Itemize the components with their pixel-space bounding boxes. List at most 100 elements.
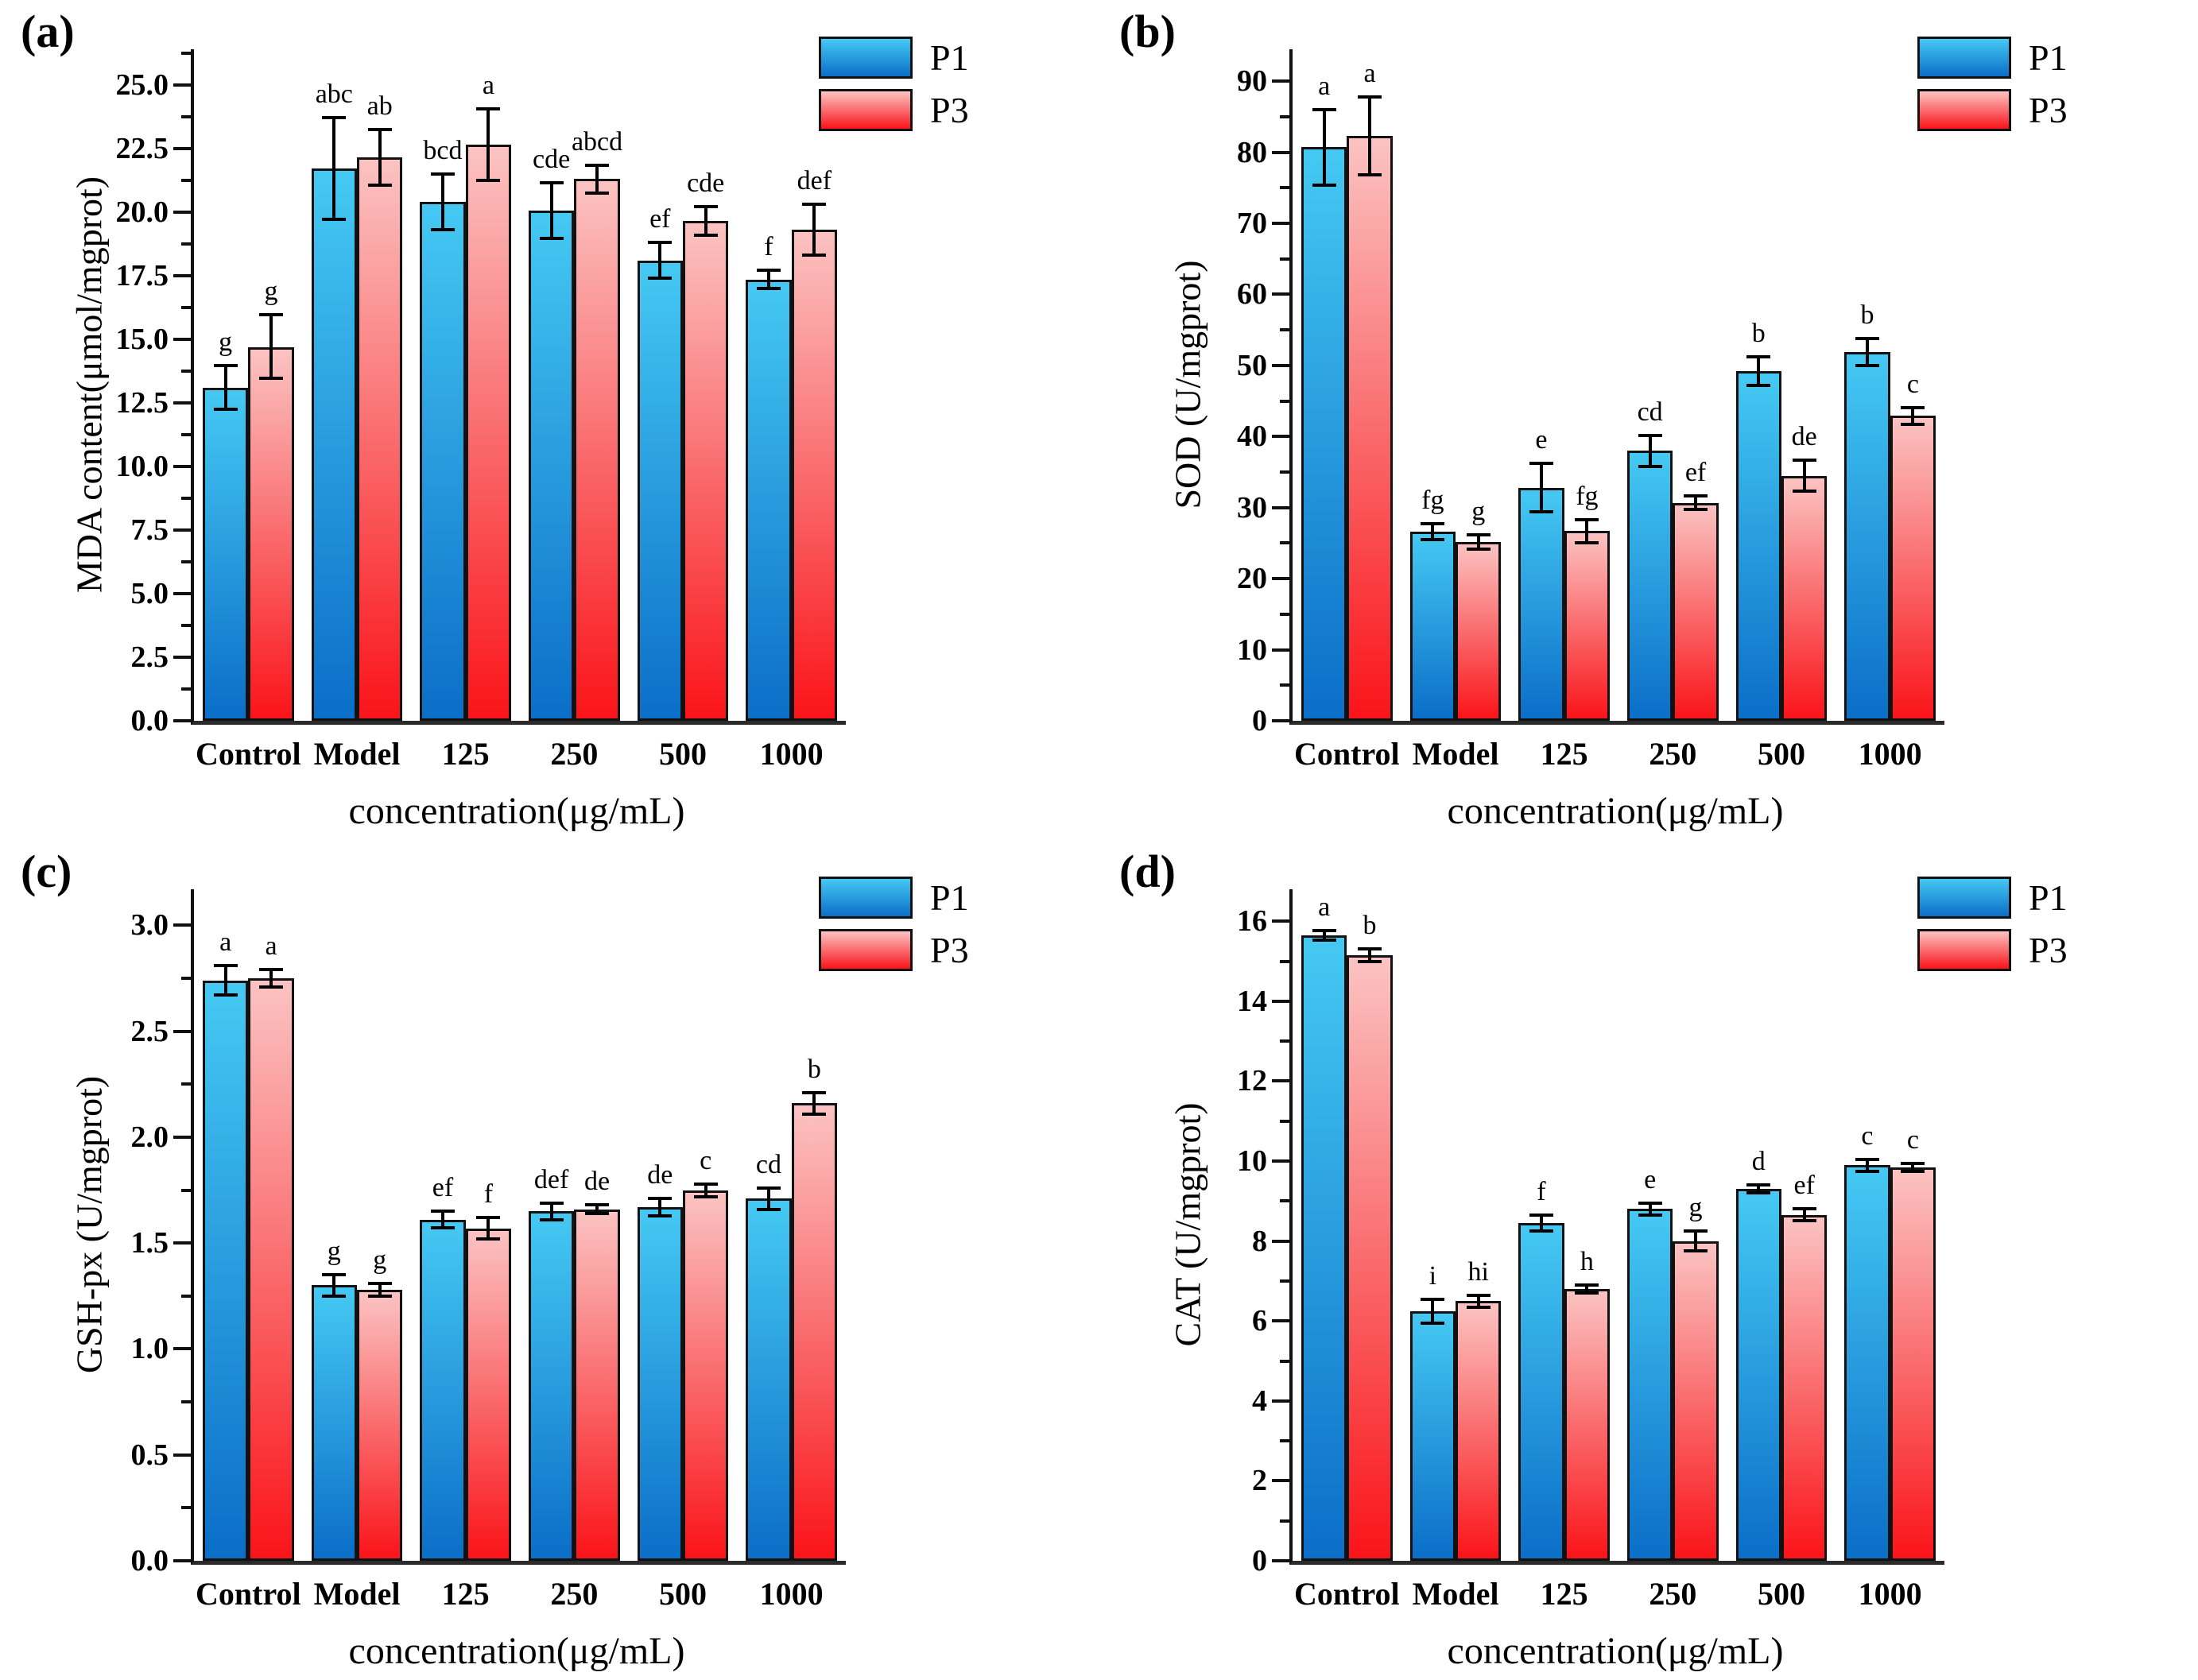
error-bar-cap-bottom bbox=[693, 233, 718, 237]
significance-letter: g bbox=[219, 327, 233, 358]
bar-p1-control bbox=[202, 980, 249, 1561]
legend-item-p3: P3 bbox=[1917, 929, 2068, 971]
error-bar-cap-top bbox=[367, 1281, 392, 1285]
error-bar bbox=[1865, 338, 1869, 366]
y-axis-tick-label: 10 bbox=[1237, 1144, 1267, 1179]
y-axis-tick-label: 12.5 bbox=[115, 385, 169, 420]
error-bar-cap-top bbox=[1638, 1201, 1662, 1205]
bar-p3-control bbox=[1347, 136, 1393, 721]
significance-letter: g bbox=[1471, 496, 1486, 526]
y-axis-tick-label: 1.5 bbox=[130, 1226, 169, 1260]
bar-p3-1000 bbox=[1890, 1167, 1936, 1561]
x-axis-category-label: 125 bbox=[1540, 1576, 1588, 1612]
x-axis-category-label: 125 bbox=[1540, 736, 1588, 772]
error-bar-cap-top bbox=[1638, 433, 1662, 437]
error-bar-cap-top bbox=[367, 127, 392, 131]
y-axis-tick-label: 3.0 bbox=[130, 908, 169, 943]
y-axis-minor-tick bbox=[181, 1188, 191, 1192]
y-axis-tick-label: 10 bbox=[1237, 633, 1267, 667]
error-bar-cap-bottom bbox=[756, 1207, 781, 1211]
legend: P1 P3 bbox=[1917, 877, 2068, 971]
significance-letter: b bbox=[807, 1054, 821, 1084]
error-bar-cap-top bbox=[213, 364, 238, 368]
bar-p1-500 bbox=[1735, 1189, 1781, 1561]
y-axis-minor-tick bbox=[1280, 186, 1289, 190]
y-axis-minor-tick bbox=[181, 623, 191, 627]
significance-letter: a bbox=[482, 71, 494, 101]
error-bar-cap-top bbox=[1466, 532, 1491, 536]
y-axis-tick-label: 20.0 bbox=[115, 195, 169, 229]
panel-tag-a: (a) bbox=[21, 6, 75, 57]
y-axis-minor-tick bbox=[181, 496, 191, 500]
error-bar-cap-bottom bbox=[259, 985, 284, 989]
y-axis-minor-tick bbox=[1280, 399, 1289, 403]
error-bar bbox=[1368, 949, 1372, 962]
y-axis-minor-tick bbox=[181, 1082, 191, 1086]
error-bar bbox=[1802, 1209, 1806, 1221]
error-bar-cap-bottom bbox=[430, 1226, 455, 1230]
error-bar-cap-top bbox=[1855, 336, 1879, 340]
y-axis-major-tick bbox=[1272, 150, 1289, 154]
legend: P1 P3 bbox=[1917, 37, 2068, 131]
legend-item-p1: P1 bbox=[1917, 37, 2068, 79]
y-axis-major-tick bbox=[173, 719, 191, 722]
y-axis-tick-label: 2.5 bbox=[130, 1014, 169, 1048]
error-bar bbox=[1757, 1185, 1761, 1194]
significance-letter: h bbox=[1580, 1246, 1594, 1276]
error-bar-cap-top bbox=[585, 163, 610, 167]
y-axis-major-tick bbox=[1272, 1399, 1289, 1403]
error-bar bbox=[1431, 524, 1435, 540]
x-axis-category-label: 125 bbox=[441, 736, 490, 772]
error-bar bbox=[1539, 1214, 1543, 1232]
y-axis-minor-tick bbox=[1280, 959, 1289, 963]
significance-letter: abc bbox=[315, 79, 353, 110]
legend-item-p3: P3 bbox=[1917, 89, 2068, 131]
error-bar bbox=[1322, 110, 1326, 185]
significance-letter: cde bbox=[533, 145, 571, 175]
error-bar bbox=[332, 1275, 336, 1296]
error-bar-cap-bottom bbox=[367, 1294, 392, 1298]
y-axis-major-tick bbox=[1272, 1319, 1289, 1323]
y-axis-major-tick bbox=[1272, 505, 1289, 509]
y-axis-minor-tick bbox=[1280, 257, 1289, 261]
y-axis-minor-tick bbox=[1280, 1279, 1289, 1283]
x-axis-category-label: 1000 bbox=[759, 1576, 824, 1612]
significance-letter: a bbox=[1318, 892, 1331, 922]
bar-p3-1000 bbox=[791, 1103, 838, 1561]
significance-letter: abcd bbox=[571, 126, 623, 157]
bar-p3-125 bbox=[465, 1228, 512, 1561]
bar-p3-model bbox=[357, 157, 403, 721]
x-axis-category-label: Model bbox=[313, 736, 401, 772]
error-bar-cap-bottom bbox=[1529, 510, 1553, 514]
legend-swatch-p1 bbox=[1917, 877, 2011, 919]
y-axis-tick-label: 5.0 bbox=[130, 576, 169, 610]
x-axis-category-label: 250 bbox=[1649, 736, 1697, 772]
x-axis-category-label: Model bbox=[1412, 736, 1499, 772]
error-bar bbox=[766, 270, 770, 288]
y-axis-major-tick bbox=[173, 464, 191, 468]
y-axis-tick-label: 20 bbox=[1237, 562, 1267, 596]
y-axis-major-tick bbox=[1272, 1479, 1289, 1483]
legend-label-p3: P3 bbox=[930, 90, 969, 130]
legend-label-p1: P1 bbox=[2029, 877, 2068, 918]
legend-label-p1: P1 bbox=[2029, 37, 2068, 78]
error-bar bbox=[378, 129, 382, 186]
error-bar-cap-bottom bbox=[648, 1214, 673, 1217]
significance-letter: f bbox=[764, 232, 773, 262]
error-bar-cap-top bbox=[802, 203, 827, 207]
error-bar-cap-top bbox=[1746, 1183, 1771, 1187]
error-bar-cap-top bbox=[1855, 1157, 1879, 1161]
plot-area: 0.0 0.5 1.0 1.5 2.0 2.5 3.0 a a Control g g Model ef f… bbox=[131, 889, 846, 1612]
significance-letter: a bbox=[1363, 58, 1376, 88]
error-bar-cap-bottom bbox=[322, 1294, 347, 1298]
error-bar bbox=[378, 1283, 382, 1296]
error-bar-cap-top bbox=[539, 181, 564, 185]
error-bar bbox=[658, 1198, 662, 1216]
y-axis-tick-label: 90 bbox=[1237, 64, 1267, 99]
bar-p3-125 bbox=[1564, 1288, 1611, 1561]
y-axis-major-tick bbox=[173, 1029, 191, 1033]
error-bar bbox=[1911, 407, 1915, 425]
error-bar-cap-top bbox=[1684, 494, 1708, 497]
significance-letter: g bbox=[373, 1245, 387, 1275]
y-axis-minor-tick bbox=[181, 305, 191, 309]
